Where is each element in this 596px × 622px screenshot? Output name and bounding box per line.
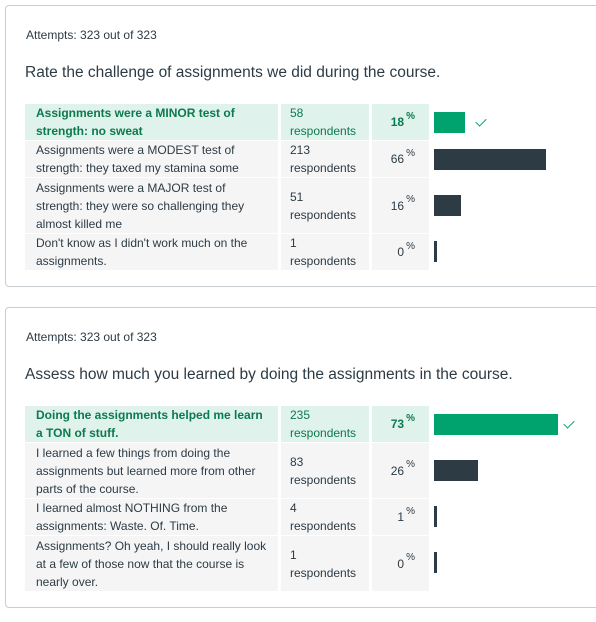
percent-value: 26%: [372, 443, 429, 498]
respondents-count: 83 respondents: [281, 443, 369, 498]
respondents-count: 235 respondents: [281, 406, 369, 442]
percent-value: 18%: [372, 104, 429, 140]
respondents-count: 1 respondents: [281, 536, 369, 591]
percent-value: 0%: [372, 234, 429, 270]
result-bar: [434, 241, 437, 262]
respondents-count: 213 respondents: [281, 141, 369, 177]
answer-text: Assignments? Oh yeah, I should really lo…: [25, 536, 278, 591]
respondents-count: 4 respondents: [281, 499, 369, 535]
answer-text: Don't know as I didn't work much on the …: [25, 234, 278, 270]
result-bar: [434, 414, 558, 435]
answer-text: Assignments were a MODEST test of streng…: [25, 141, 278, 177]
percent-value: 1%: [372, 499, 429, 535]
result-bar: [434, 195, 461, 216]
result-bar: [434, 149, 546, 170]
answer-text: I learned a few things from doing the as…: [25, 443, 278, 498]
respondents-count: 58 respondents: [281, 104, 369, 140]
question-text: Assess how much you learned by doing the…: [25, 366, 513, 383]
respondents-count: 1 respondents: [281, 234, 369, 270]
respondents-count: 51 respondents: [281, 178, 369, 233]
answer-text: I learned almost NOTHING from the assign…: [25, 499, 278, 535]
attempts-count: Attempts: 323 out of 323: [26, 330, 157, 344]
percent-value: 16%: [372, 178, 429, 233]
result-bar: [434, 506, 437, 527]
percent-value: 0%: [372, 536, 429, 591]
answer-text: Doing the assignments helped me learn a …: [25, 406, 278, 442]
percent-value: 73%: [372, 406, 429, 442]
answer-text: Assignments were a MINOR test of strengt…: [25, 104, 278, 140]
question-text: Rate the challenge of assignments we did…: [25, 64, 441, 81]
result-bar: [434, 460, 478, 481]
result-bar: [434, 112, 465, 133]
result-bar: [434, 552, 437, 573]
attempts-count: Attempts: 323 out of 323: [26, 28, 157, 42]
answer-text: Assignments were a MAJOR test of strengt…: [25, 178, 278, 233]
percent-value: 66%: [372, 141, 429, 177]
